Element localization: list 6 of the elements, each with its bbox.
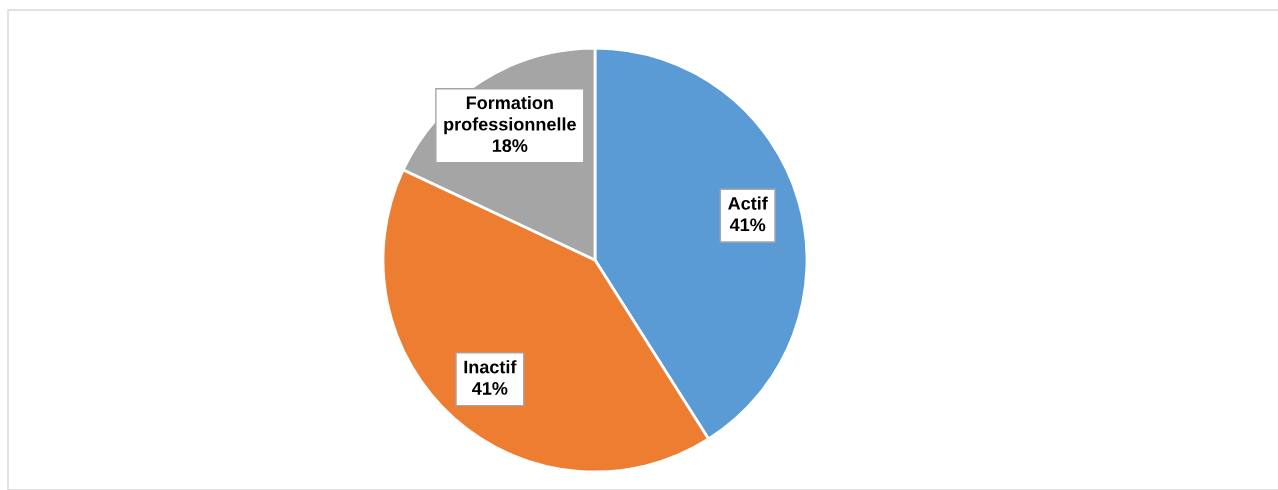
- slice-label: Formation professionnelle: [444, 95, 576, 135]
- slice-label: Actif: [728, 196, 768, 210]
- slice-label: Inactif: [464, 360, 517, 374]
- data-label: 18%: [492, 139, 528, 153]
- data-label: 41%: [729, 218, 766, 232]
- data-label: 41%: [472, 382, 508, 395]
